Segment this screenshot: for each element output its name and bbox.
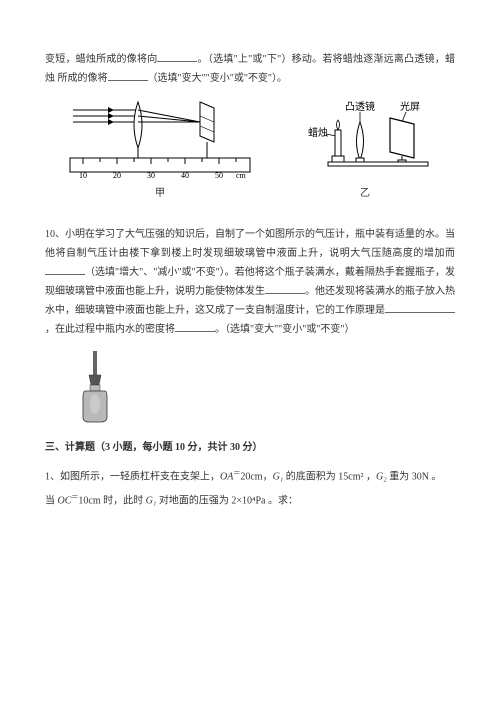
s3q1-a: 1、如图所示，一轻质杠杆支在支架上，: [45, 471, 220, 482]
candle-lens-screen-diagram: 凸透镜 光屏 蜡烛: [298, 100, 433, 180]
svg-text:30: 30: [147, 171, 155, 180]
fig-left-label: 甲: [155, 184, 165, 203]
s3q1-f: G₁: [273, 471, 284, 482]
q10-text: 10、小明在学习了大气压强的知识后，自制了一个如图所示的气压计，瓶中装有适量的水…: [45, 225, 455, 339]
q10-t5: 。（选填"变大""变小"或"不变"）: [215, 324, 355, 335]
q10-num: 10、: [45, 229, 65, 240]
s3q1-o: OC: [58, 496, 72, 507]
q10-blank3: [385, 302, 455, 313]
svg-text:20: 20: [113, 171, 121, 180]
s3q1-u: 2×10⁴Pa: [231, 496, 265, 507]
section3-title: 三、计算题（3 小题，每小题 10 分，共计 30 分）: [45, 438, 455, 457]
svg-text:光屏: 光屏: [400, 100, 420, 113]
s3q1-s: G₁: [146, 496, 157, 507]
s3q1-t: 对地面的压强为: [156, 496, 231, 507]
svg-text:凸透镜: 凸透镜: [345, 100, 375, 113]
s3q1-j: G₂: [376, 471, 387, 482]
s3q1-v: 。求：: [265, 496, 298, 507]
s3-q1: 1、如图所示，一轻质杠杆支在支架上，OA＝20cm，G₁ 的底面积为 15cm²…: [45, 465, 455, 514]
q10-blank4: [175, 321, 215, 332]
s3q1-r: 时，此时: [101, 496, 146, 507]
q9-line2a: 所成的像将: [58, 73, 108, 84]
s3q1-n: 当: [45, 496, 58, 507]
q10-t4: ，在此过程中瓶内水的密度将: [45, 324, 175, 335]
q9-line1a: 变短，蜡烛所成的像将向: [45, 54, 157, 65]
figure-left: 10 20 30 40 50 cm 甲: [68, 100, 253, 203]
bottle-figure: [75, 349, 455, 424]
q10-blank1: [45, 264, 85, 275]
fig-right-label: 乙: [360, 184, 370, 203]
s3q1-q: 10cm: [78, 496, 100, 507]
s3q1-k: 重为: [387, 471, 412, 482]
q9-blank2: [108, 70, 148, 81]
figure-right: 凸透镜 光屏 蜡烛 乙: [298, 100, 433, 203]
q10-t1: 小明在学习了大气压强的知识后，自制了一个如图所示的气压计，瓶中装有适量的水。当他…: [45, 229, 455, 259]
svg-text:40: 40: [181, 171, 189, 180]
s3q1-d: 20cm: [240, 471, 262, 482]
s3q1-e: ，: [263, 471, 273, 482]
q10-blank2: [265, 283, 305, 294]
s3q1-l: 30N: [412, 471, 429, 482]
lens-ruler-diagram: 10 20 30 40 50 cm: [68, 100, 253, 180]
q9-line2b: （选填"变大""变小"或"不变"）。: [148, 73, 288, 84]
s3q1-m: 。: [429, 471, 442, 482]
s3q1-g: 的底面积为: [283, 471, 338, 482]
q9-figures: 10 20 30 40 50 cm 甲 凸透镜 光屏 蜡烛: [45, 100, 455, 203]
q9-blank1: [157, 51, 197, 62]
s3q1-i: ，: [363, 471, 376, 482]
svg-text:cm: cm: [236, 171, 247, 180]
s3q1-b: OA: [220, 471, 233, 482]
bottle-barometer-icon: [75, 349, 115, 424]
svg-text:50: 50: [215, 171, 223, 180]
q9-text: 变短，蜡烛所成的像将向。（选填"上"或"下"）移动。若将蜡烛逐渐远离凸透镜，蜡烛…: [45, 50, 455, 88]
svg-text:10: 10: [79, 171, 87, 180]
s3q1-h: 15cm²: [338, 471, 363, 482]
svg-text:蜡烛: 蜡烛: [308, 126, 328, 139]
